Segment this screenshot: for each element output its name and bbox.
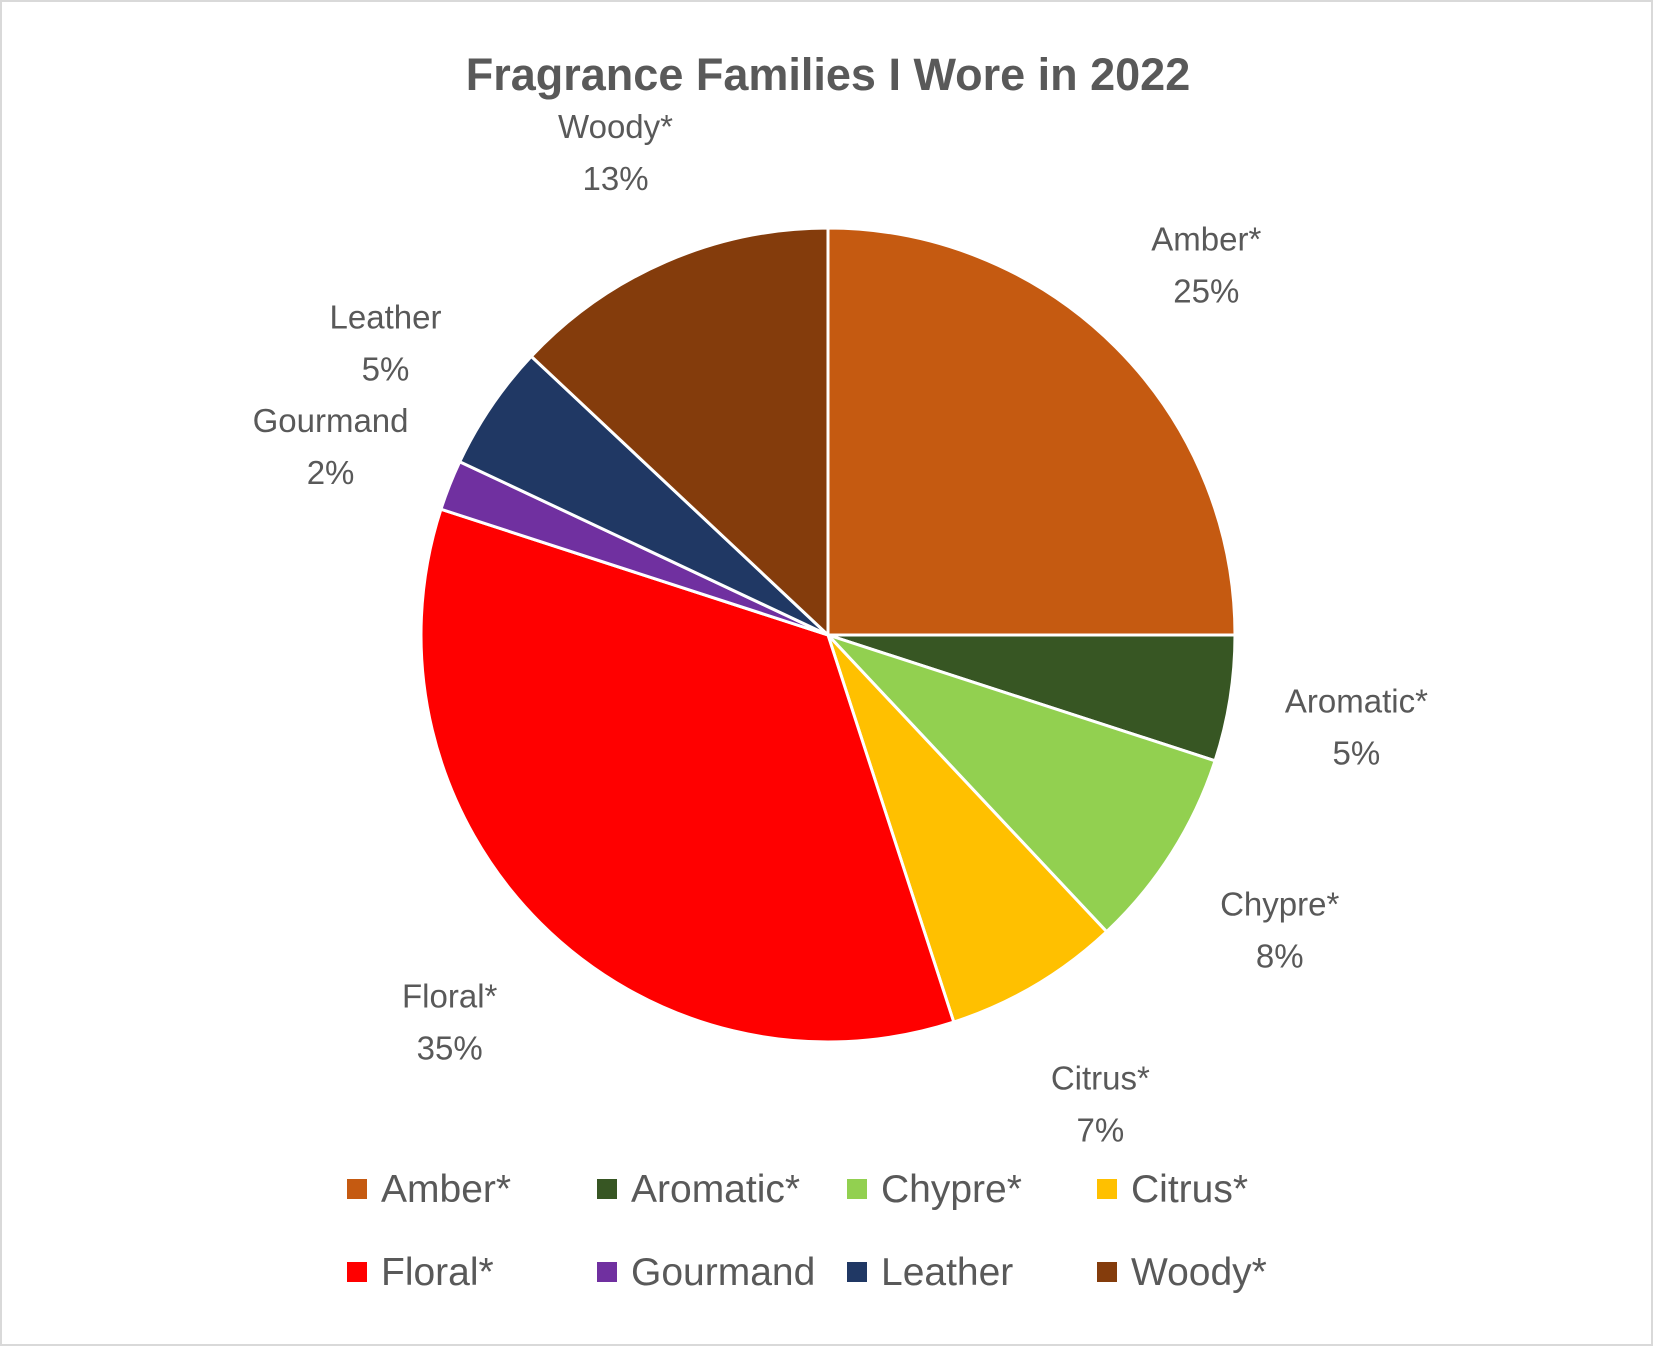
legend-label-aromatic: Aromatic*: [631, 1168, 800, 1211]
chart-title: Fragrance Families I Wore in 2022: [466, 49, 1190, 100]
legend-swatch-chypre: [847, 1179, 867, 1199]
legend-item-woody: Woody*: [1097, 1251, 1267, 1294]
legend-label-woody: Woody*: [1131, 1251, 1267, 1294]
legend-swatch-floral: [347, 1262, 367, 1282]
legend-label-gourmand: Gourmand: [631, 1251, 815, 1294]
data-label-name-woody: Woody*: [558, 108, 673, 145]
legend: Amber* Aromatic* Chypre* Citrus* Floral* Gour…: [347, 1168, 1267, 1294]
legend-label-floral: Floral*: [381, 1251, 494, 1294]
legend-swatch-amber: [347, 1179, 367, 1199]
data-label-name-leather: Leather: [330, 298, 442, 335]
pie-slice-citrus: [826, 633, 1109, 1024]
data-label-value-citrus: 7%: [1076, 1111, 1124, 1148]
legend-label-citrus: Citrus*: [1131, 1168, 1248, 1211]
data-label-value-amber: 25%: [1173, 273, 1239, 310]
legend-item-chypre: Chypre*: [847, 1168, 1022, 1211]
legend-item-gourmand: Gourmand: [597, 1251, 815, 1294]
pie-slice-floral: [419, 507, 956, 1044]
pie-slices: [419, 226, 1237, 1044]
legend-item-floral: Floral*: [347, 1251, 494, 1294]
legend-item-aromatic: Aromatic*: [597, 1168, 800, 1211]
legend-swatch-woody: [1097, 1262, 1117, 1282]
legend-item-citrus: Citrus*: [1097, 1168, 1248, 1211]
data-label-value-aromatic: 5%: [1333, 735, 1381, 772]
legend-swatch-aromatic: [597, 1179, 617, 1199]
data-labels: Amber* 25% Aromatic* 5% Chypre* 8% Citrus* 7% Fl…: [253, 108, 1428, 1148]
data-label-value-floral: 35%: [417, 1029, 483, 1066]
data-label-name-gourmand: Gourmand: [253, 402, 409, 439]
legend-swatch-gourmand: [597, 1262, 617, 1282]
data-label-name-amber: Amber*: [1151, 221, 1261, 258]
pie-slice-woody: [529, 226, 830, 637]
data-label-name-citrus: Citrus*: [1051, 1059, 1150, 1096]
pie-slice-amber: [826, 226, 1237, 637]
data-label-value-woody: 13%: [582, 160, 648, 197]
legend-label-amber: Amber*: [381, 1168, 511, 1211]
data-label-value-chypre: 8%: [1256, 938, 1304, 975]
legend-item-leather: Leather: [847, 1251, 1013, 1294]
data-label-value-gourmand: 2%: [307, 454, 355, 491]
data-label-name-aromatic: Aromatic*: [1285, 683, 1428, 720]
legend-label-chypre: Chypre*: [881, 1168, 1022, 1211]
data-label-name-chypre: Chypre*: [1220, 886, 1339, 923]
legend-item-amber: Amber*: [347, 1168, 511, 1211]
legend-swatch-citrus: [1097, 1179, 1117, 1199]
data-label-name-floral: Floral*: [402, 977, 498, 1014]
data-label-value-leather: 5%: [362, 350, 410, 387]
pie-slice-chypre: [826, 633, 1217, 934]
legend-label-leather: Leather: [881, 1251, 1013, 1294]
legend-swatch-leather: [847, 1262, 867, 1282]
